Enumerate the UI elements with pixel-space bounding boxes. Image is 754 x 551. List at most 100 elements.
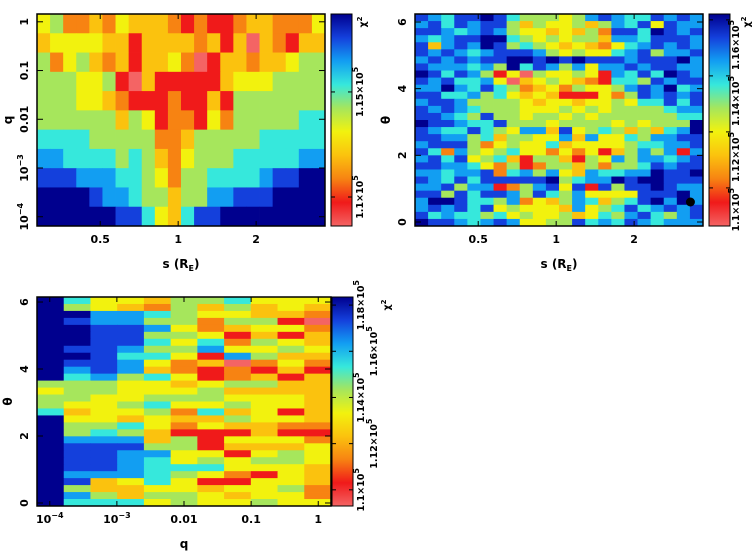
heatmap-cell <box>233 110 247 131</box>
heatmap-cell <box>663 127 678 135</box>
heatmap-cell <box>233 148 247 169</box>
tick-label-text: 0 <box>18 499 31 507</box>
heatmap-cell <box>559 21 573 29</box>
heatmap-cell <box>194 129 208 150</box>
heatmap-cell <box>572 148 586 156</box>
heatmap-cell <box>454 183 468 192</box>
heatmap-cell <box>128 52 143 73</box>
heatmap-cell <box>545 197 560 206</box>
heatmap-cell <box>519 218 534 227</box>
heatmap-cell <box>102 187 116 208</box>
heatmap-cell <box>663 49 678 57</box>
heatmap-cell <box>663 84 678 93</box>
heatmap-cell <box>285 14 300 34</box>
heatmap-cell <box>224 436 252 444</box>
heatmap-cell <box>467 70 481 78</box>
heatmap-cell <box>50 71 64 92</box>
heatmap-cell <box>154 52 169 73</box>
heatmap-cell <box>532 211 547 220</box>
heatmap-cell <box>637 91 652 100</box>
heatmap-cell <box>143 485 172 493</box>
heatmap-cell <box>90 394 118 402</box>
heatmap-cell <box>689 77 704 86</box>
heatmap-cell <box>624 134 638 142</box>
heatmap-cell <box>90 310 118 319</box>
heatmap-cell <box>143 324 172 333</box>
heatmap-cell <box>598 84 612 93</box>
heatmap-cell <box>545 176 560 184</box>
heatmap-cell <box>689 105 704 114</box>
heatmap-cell <box>167 33 182 53</box>
heatmap-cell <box>559 211 573 220</box>
heatmap-cell <box>441 14 455 22</box>
heatmap-cell <box>506 21 521 29</box>
heatmap-cell <box>559 84 573 93</box>
heatmap-cell <box>454 91 468 100</box>
heatmap-cell <box>63 422 91 430</box>
heatmap-cell <box>611 42 625 50</box>
heatmap-cell <box>545 134 560 142</box>
heatmap-cell <box>63 148 77 169</box>
heatmap-cell <box>559 49 573 57</box>
heatmap-cell <box>428 84 442 93</box>
heatmap-cell <box>519 98 534 107</box>
tick-label-text: 1.14×10 <box>356 378 367 423</box>
heatmap-cell <box>506 63 521 71</box>
heatmap-cell <box>585 42 599 50</box>
heatmap-cell <box>197 499 225 507</box>
heatmap-cell <box>304 422 332 430</box>
heatmap-cell <box>272 168 287 188</box>
heatmap-cell <box>90 450 118 458</box>
heatmap-cell <box>141 110 156 131</box>
heatmap-cell <box>197 422 225 430</box>
heatmap-cell <box>676 49 691 57</box>
heatmap-cell <box>220 168 234 188</box>
heatmap-cell <box>285 91 300 111</box>
y-axis-label: θ <box>379 116 393 124</box>
heatmap-cell <box>676 169 691 177</box>
heatmap-cell <box>572 218 586 227</box>
heatmap-cell <box>467 35 481 43</box>
heatmap-cell <box>277 310 305 319</box>
heatmap-cell <box>117 394 145 402</box>
heatmap-cell <box>37 71 51 92</box>
heatmap-cell <box>115 129 130 150</box>
heatmap-cell <box>467 204 481 213</box>
x-axis-label: q <box>180 537 189 551</box>
heatmap-cell <box>545 155 560 163</box>
heatmap-cell <box>519 141 534 149</box>
heatmap-cell <box>467 105 481 114</box>
heatmap-cell <box>611 127 625 135</box>
heatmap-cell <box>259 206 274 227</box>
heatmap-cell <box>676 120 691 128</box>
heatmap-cell <box>572 98 586 107</box>
heatmap-cell <box>585 63 599 71</box>
heatmap-cell <box>37 310 65 319</box>
heatmap-cell <box>224 359 252 368</box>
heatmap-cell <box>480 162 494 170</box>
heatmap-cell <box>454 197 468 206</box>
heatmap-cell <box>170 310 198 319</box>
heatmap-cell <box>117 436 145 444</box>
heatmap-cell <box>89 148 103 169</box>
heatmap-cell <box>167 52 182 73</box>
heatmap-cell <box>624 91 638 100</box>
heatmap-cell <box>545 63 560 71</box>
tick-label: 1.16×105 <box>727 19 742 70</box>
heatmap-cell <box>650 91 665 100</box>
heatmap-cell <box>194 110 208 131</box>
heatmap-cell <box>428 91 442 100</box>
heatmap-cell <box>598 204 612 213</box>
heatmap-cell <box>115 206 130 227</box>
heatmap-cell <box>611 35 625 43</box>
heatmap-cell <box>467 197 481 206</box>
heatmap-cell <box>224 303 252 312</box>
tick-label-text: 10 <box>103 513 119 526</box>
heatmap-cell <box>506 169 521 177</box>
heatmap-cell <box>37 331 65 340</box>
heatmap-cell <box>143 366 172 375</box>
heatmap-cell <box>532 218 547 227</box>
heatmap-cell <box>428 183 442 192</box>
